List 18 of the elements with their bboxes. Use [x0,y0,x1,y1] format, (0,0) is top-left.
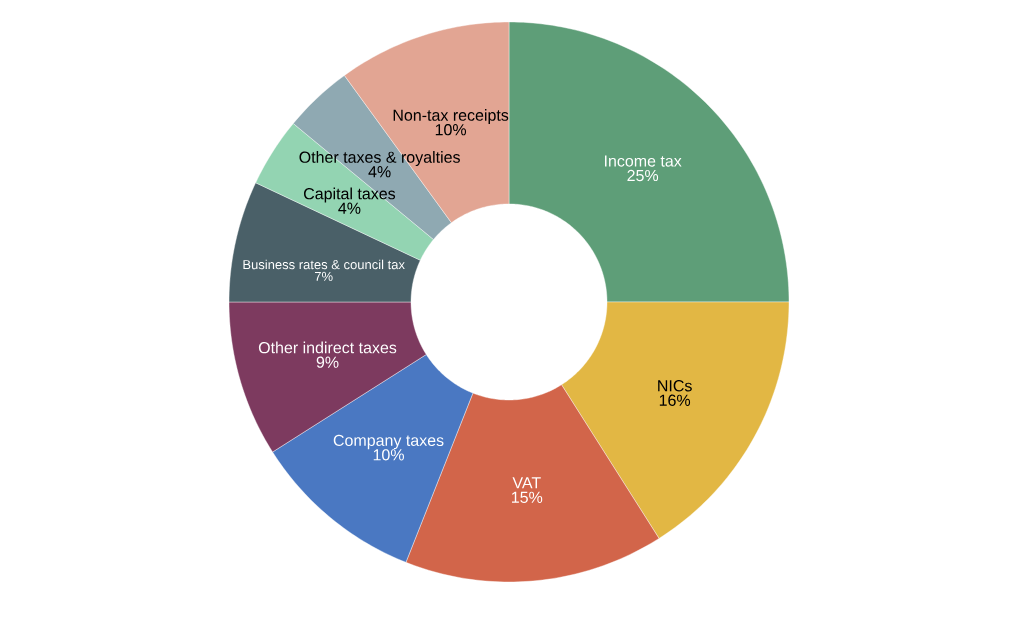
data-label: 10% [435,124,467,136]
slice-label: Other taxes & royalties [299,151,460,167]
slice-label: Business rates & council tax [243,259,405,270]
slice-label: Non-tax receipts [393,109,509,125]
slice-label: Income tax [605,155,682,167]
slice-label: Company taxes [333,434,444,450]
slice-label: Capital taxes [304,187,396,203]
data-label: 16% [659,394,691,406]
data-label: 15% [512,491,543,503]
data-label: 7% [314,271,333,281]
slice-label: Other indirect taxes [258,341,397,354]
data-label: 4% [368,166,391,178]
data-label: 10% [373,449,404,461]
data-label: 9% [316,356,339,368]
data-label: 25% [627,169,659,182]
slice-label: NICs [658,380,692,392]
slice-label: VAT [512,477,541,489]
data-label: 4% [338,202,361,214]
